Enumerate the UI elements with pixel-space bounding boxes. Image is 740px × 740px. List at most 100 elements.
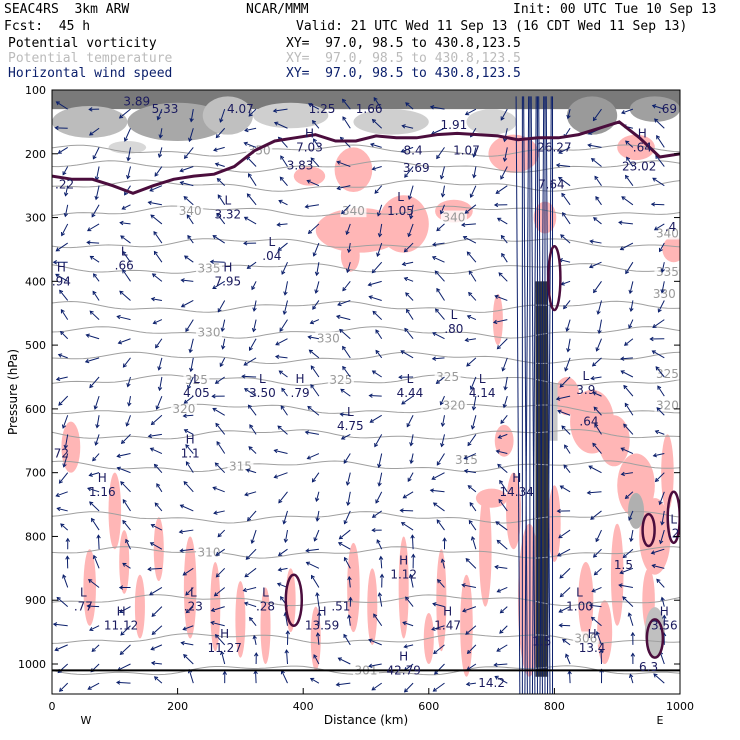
wind-vector xyxy=(560,485,571,493)
wind-vector-head xyxy=(368,295,373,300)
wind-vector-head xyxy=(559,383,564,388)
wind-vector-head xyxy=(306,179,311,184)
wind-vector xyxy=(370,143,382,148)
wind-vector xyxy=(339,529,351,540)
wind-vector-head xyxy=(342,287,347,292)
wind-vector xyxy=(371,682,382,691)
wind-vector-head xyxy=(465,630,470,635)
positive-pv-patch xyxy=(479,491,492,607)
wind-vector xyxy=(589,604,602,608)
wind-vector-head xyxy=(592,391,597,396)
wind-vector-head xyxy=(243,241,248,246)
wind-vector-head xyxy=(558,176,563,181)
wind-vector xyxy=(307,406,320,416)
wind-vector-head xyxy=(431,256,437,261)
wind-vector-head xyxy=(215,422,220,428)
wind-vector xyxy=(95,166,100,180)
wind-vector xyxy=(274,449,288,455)
wind-vector xyxy=(184,395,194,404)
wind-vector xyxy=(406,415,414,427)
extremum-value: 1.5 xyxy=(614,558,633,572)
wind-vector xyxy=(434,663,445,675)
wind-vector xyxy=(472,396,477,410)
wind-vector xyxy=(154,676,163,684)
wind-vector xyxy=(248,173,257,186)
wind-vector-head xyxy=(411,553,416,558)
wind-vector xyxy=(590,240,602,244)
wind-vector-head xyxy=(309,677,315,682)
wind-vector xyxy=(222,338,226,349)
wind-vector-head xyxy=(595,196,600,201)
extremum-type: L xyxy=(576,586,583,600)
wind-vector-head xyxy=(313,537,318,542)
wind-vector-head xyxy=(307,229,313,234)
wind-vector xyxy=(210,261,225,263)
extremum-type: L xyxy=(121,244,128,258)
wind-vector xyxy=(564,357,571,371)
wind-vector-head xyxy=(213,510,218,515)
wind-vector xyxy=(212,280,225,289)
extremum-value: .64 xyxy=(633,140,652,154)
wind-vector-head xyxy=(376,212,382,217)
wind-vector xyxy=(655,430,665,435)
wind-vector-head xyxy=(277,552,283,557)
wind-vector-head xyxy=(120,481,125,486)
wind-vector xyxy=(348,615,351,626)
wind-vector-head xyxy=(55,101,60,106)
wind-vector-head xyxy=(461,222,466,228)
wind-vector-head xyxy=(566,114,571,120)
wind-vector xyxy=(283,300,288,315)
wind-vector xyxy=(215,423,226,435)
theta-contour-label: 330 xyxy=(198,325,221,339)
updraft-vector xyxy=(530,96,536,694)
wind-vector xyxy=(62,166,69,175)
wind-vector-head xyxy=(304,204,309,209)
wind-vector-head xyxy=(346,501,351,507)
wind-vector xyxy=(494,663,508,666)
wind-vector xyxy=(340,388,351,397)
wind-vector xyxy=(621,447,634,454)
wind-vector-head xyxy=(241,374,246,379)
wind-vector-head xyxy=(150,660,156,666)
wind-vector xyxy=(500,414,508,424)
wind-vector-head xyxy=(92,554,97,560)
wind-vector-head xyxy=(431,475,436,480)
wind-vector-head xyxy=(151,273,157,278)
pv-high-patch xyxy=(252,102,329,129)
wind-vector xyxy=(56,242,68,252)
wind-vector-head xyxy=(588,264,594,269)
wind-vector-head xyxy=(314,497,320,502)
wind-vector xyxy=(410,204,414,219)
wind-vector xyxy=(589,261,602,268)
x-tick-label: 0 xyxy=(49,700,56,713)
wind-vector xyxy=(85,357,100,363)
wind-vector-head xyxy=(118,114,124,119)
wind-vector xyxy=(346,262,351,273)
wind-vector xyxy=(181,279,194,282)
wind-vector xyxy=(373,613,383,627)
wind-vector-head xyxy=(342,116,347,121)
wind-vector xyxy=(380,556,383,569)
wind-vector-head xyxy=(126,157,131,162)
wind-vector xyxy=(496,540,508,550)
wind-vector xyxy=(244,216,257,225)
wind-vector xyxy=(60,331,69,340)
wind-vector-head xyxy=(561,192,566,198)
wind-vector-head xyxy=(278,199,283,204)
extremum-value: 13.59 xyxy=(305,619,339,633)
wind-vector-head xyxy=(212,235,217,239)
wind-vector-head xyxy=(214,634,220,639)
wind-vector-head xyxy=(116,680,121,685)
wind-vector xyxy=(127,166,131,179)
wind-vector xyxy=(89,472,100,476)
extremum-type: L xyxy=(268,235,275,249)
wind-vector xyxy=(372,370,382,378)
y-tick-label: 100 xyxy=(25,84,46,97)
wind-vector-head xyxy=(124,191,128,196)
wind-vector-head xyxy=(155,344,160,349)
extremum-value: 1.66 xyxy=(356,102,383,116)
wind-vector-head xyxy=(565,653,570,658)
wind-vector-head xyxy=(60,231,65,237)
wind-vector xyxy=(623,548,634,558)
wind-vector-head xyxy=(61,424,67,429)
